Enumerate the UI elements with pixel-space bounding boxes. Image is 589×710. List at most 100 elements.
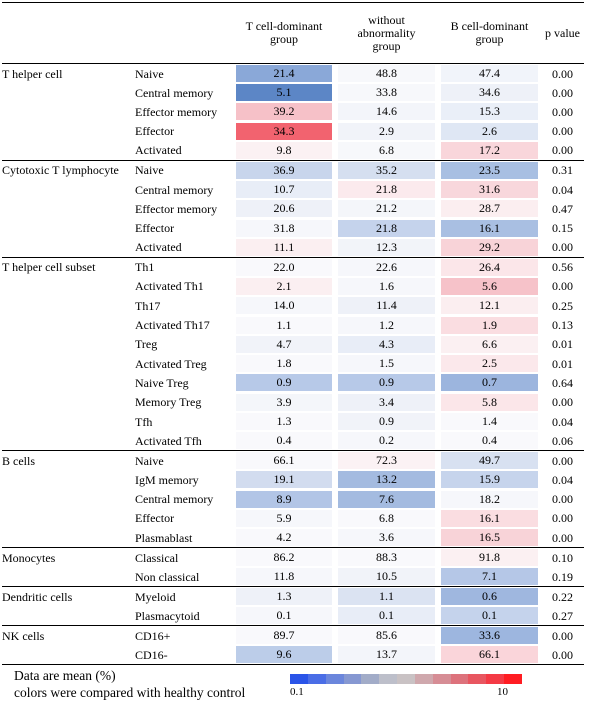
b-cell-dominant-value-cell: 12.1 bbox=[438, 296, 541, 315]
subset-label-cell: Naive bbox=[135, 159, 233, 180]
b-cell-dominant-value-cell: 16.1 bbox=[438, 218, 541, 237]
group-name-cell bbox=[2, 393, 135, 412]
p-value-cell: 0.56 bbox=[541, 256, 584, 277]
b-cell-dominant-value: 1.9 bbox=[441, 316, 538, 334]
header-without-abnormality: without abnormality group bbox=[335, 2, 438, 64]
b-cell-dominant-value-cell: 0.1 bbox=[438, 606, 541, 626]
without-abnormality-value-cell: 12.3 bbox=[335, 238, 438, 258]
t-cell-dominant-value-cell: 2.1 bbox=[233, 277, 335, 296]
color-scale-swatch bbox=[379, 674, 398, 684]
t-cell-dominant-value-cell: 8.9 bbox=[233, 489, 335, 508]
color-scale-swatch bbox=[450, 674, 469, 684]
without-abnormality-value-cell: 10.5 bbox=[335, 567, 438, 587]
without-abnormality-value: 0.1 bbox=[338, 607, 435, 625]
group-name-cell bbox=[2, 122, 135, 141]
subset-label-cell: Naive bbox=[135, 450, 233, 471]
table-row: Treg 4.7 4.3 6.6 0.01 bbox=[2, 335, 584, 354]
without-abnormality-value-cell: 21.8 bbox=[335, 218, 438, 237]
table-row: Effector 31.8 21.8 16.1 0.15 bbox=[2, 218, 584, 237]
b-cell-dominant-value-cell: 33.6 bbox=[438, 625, 541, 646]
t-cell-dominant-value-cell: 9.6 bbox=[233, 645, 335, 666]
without-abnormality-value-cell: 1.1 bbox=[335, 586, 438, 607]
subset-label-cell: CD16- bbox=[135, 645, 233, 666]
b-cell-dominant-value-cell: 15.3 bbox=[438, 102, 541, 121]
color-scale-swatch bbox=[361, 674, 380, 684]
b-cell-dominant-value-cell: 26.4 bbox=[438, 256, 541, 277]
subset-label-cell: Activated Treg bbox=[135, 356, 207, 371]
b-cell-dominant-value-cell: 2.5 bbox=[438, 354, 541, 373]
group-name-cell: Dendritic cells bbox=[2, 586, 135, 607]
b-cell-dominant-value: 23.5 bbox=[441, 161, 538, 179]
without-abnormality-value: 13.7 bbox=[338, 646, 435, 664]
t-cell-dominant-value: 0.4 bbox=[236, 432, 332, 450]
table-row: Effector memory 39.2 14.6 15.3 0.00 bbox=[2, 102, 584, 121]
t-cell-dominant-value: 34.3 bbox=[236, 122, 332, 140]
without-abnormality-value-cell: 6.8 bbox=[335, 509, 438, 528]
table-row: Plasmacytoid 0.1 0.1 0.1 0.27 bbox=[2, 606, 584, 626]
subset-label-cell: Central memory bbox=[135, 492, 214, 507]
table-row: Memory Treg 3.9 3.4 5.8 0.00 bbox=[2, 393, 584, 412]
group-name-cell bbox=[2, 412, 135, 431]
p-value-cell: 0.00 bbox=[541, 450, 584, 471]
without-abnormality-value-cell: 48.8 bbox=[335, 63, 438, 83]
b-cell-dominant-value: 16.1 bbox=[441, 219, 538, 237]
t-cell-dominant-value: 20.6 bbox=[236, 200, 332, 218]
table-row: Effector 5.9 6.8 16.1 0.00 bbox=[2, 509, 584, 528]
b-cell-dominant-value: 18.2 bbox=[441, 490, 538, 508]
group-name-cell bbox=[2, 431, 135, 451]
p-value-cell: 0.13 bbox=[552, 318, 573, 333]
group-name-cell bbox=[2, 528, 135, 548]
group-name-cell bbox=[2, 606, 135, 626]
t-cell-dominant-value: 14.0 bbox=[236, 297, 332, 315]
color-scale-swatch bbox=[432, 674, 451, 684]
b-cell-dominant-value: 0.1 bbox=[441, 607, 538, 625]
color-scale-bar bbox=[290, 674, 522, 684]
b-cell-dominant-value: 34.6 bbox=[441, 84, 538, 102]
subset-label-cell: Myeloid bbox=[135, 586, 233, 607]
subset-label-cell: Plasmacytoid bbox=[135, 608, 200, 623]
b-cell-dominant-value-cell: 15.9 bbox=[438, 470, 541, 489]
t-cell-dominant-value-cell: 39.2 bbox=[233, 102, 335, 121]
table-row: Central memory 10.7 21.8 31.6 0.04 bbox=[2, 180, 584, 199]
without-abnormality-value-cell: 3.6 bbox=[335, 528, 438, 548]
subset-label-cell: Th17 bbox=[135, 298, 161, 313]
header-group bbox=[2, 2, 135, 64]
b-cell-dominant-value: 66.1 bbox=[441, 646, 538, 664]
t-cell-dominant-value-cell: 4.2 bbox=[233, 528, 335, 548]
p-value-cell: 0.00 bbox=[552, 395, 573, 410]
table-row: Activated 9.8 6.8 17.2 0.00 bbox=[2, 141, 584, 161]
t-cell-dominant-value: 0.9 bbox=[236, 374, 332, 392]
p-value-cell: 0.47 bbox=[552, 201, 573, 216]
t-cell-dominant-value-cell: 5.9 bbox=[233, 509, 335, 528]
b-cell-dominant-value-cell: 66.1 bbox=[438, 645, 541, 666]
table-row: Activated Th1 2.1 1.6 5.6 0.00 bbox=[2, 277, 584, 296]
subset-label-cell: CD16+ bbox=[135, 625, 233, 646]
without-abnormality-value-cell: 14.6 bbox=[335, 102, 438, 121]
without-abnormality-value-cell: 7.6 bbox=[335, 489, 438, 508]
table-row: Naive Treg 0.9 0.9 0.7 0.64 bbox=[2, 373, 584, 392]
table-row: Activated 11.1 12.3 29.2 0.00 bbox=[2, 238, 584, 258]
table-row: Activated Th17 1.1 1.2 1.9 0.13 bbox=[2, 315, 584, 334]
header-without-abnormality-label: without abnormality group bbox=[357, 12, 416, 53]
b-cell-dominant-value-cell: 49.7 bbox=[438, 450, 541, 471]
b-cell-dominant-value: 6.6 bbox=[441, 335, 538, 353]
without-abnormality-value-cell: 85.6 bbox=[335, 625, 438, 646]
t-cell-dominant-value-cell: 9.8 bbox=[233, 141, 335, 161]
without-abnormality-value-cell: 72.3 bbox=[335, 450, 438, 471]
without-abnormality-value: 21.2 bbox=[338, 200, 435, 218]
without-abnormality-value: 6.8 bbox=[338, 509, 435, 527]
b-cell-dominant-value-cell: 5.8 bbox=[438, 393, 541, 412]
t-cell-dominant-value-cell: 0.1 bbox=[233, 606, 335, 626]
table-row: Effector memory 20.6 21.2 28.7 0.47 bbox=[2, 199, 584, 218]
without-abnormality-value: 33.8 bbox=[338, 84, 435, 102]
subset-label-cell: Naive Treg bbox=[135, 375, 189, 390]
group-name-cell bbox=[2, 354, 135, 373]
without-abnormality-value-cell: 2.9 bbox=[335, 122, 438, 141]
without-abnormality-value-cell: 11.4 bbox=[335, 296, 438, 315]
t-cell-dominant-value-cell: 66.1 bbox=[233, 450, 335, 471]
t-cell-dominant-value-cell: 11.8 bbox=[233, 567, 335, 587]
p-value-cell: 0.15 bbox=[552, 221, 573, 236]
t-cell-dominant-value: 11.8 bbox=[236, 568, 332, 586]
subset-label-cell: Effector memory bbox=[135, 201, 218, 216]
